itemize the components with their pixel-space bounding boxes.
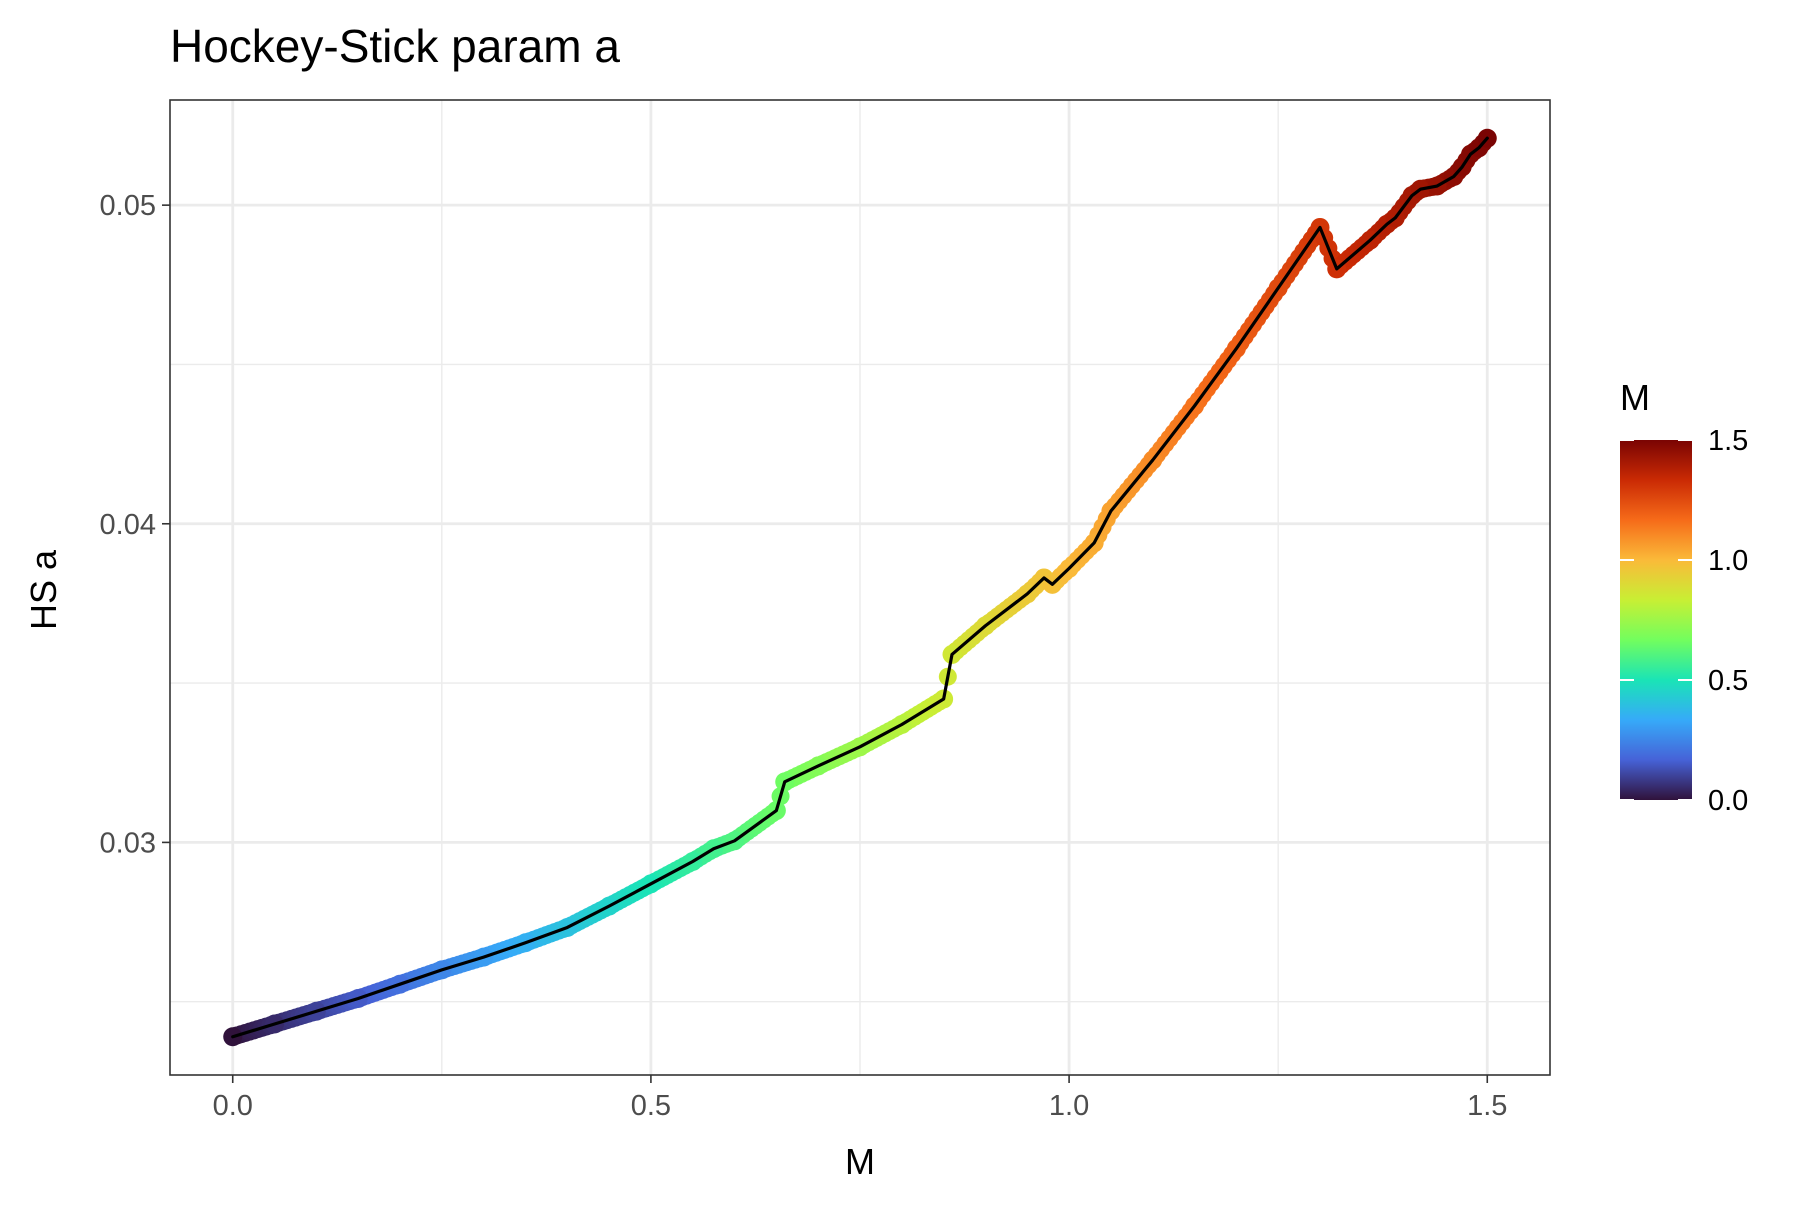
chart-title: Hockey-Stick param a [170,20,620,72]
y-axis-title: HS a [23,549,64,630]
color-legend: M 0.0 0.5 1.0 1.5 [1620,377,1748,817]
series-line [231,136,1489,1039]
legend-colorbar [1620,440,1692,800]
x-tick-label: 1.0 [1049,1090,1089,1122]
minor-gridlines [170,100,1550,1075]
legend-tick-label: 1.0 [1708,545,1748,577]
x-tick-label: 1.5 [1467,1090,1507,1122]
y-tick-label: 0.03 [100,827,156,859]
legend-ticks: 0.0 0.5 1.0 1.5 [1620,425,1748,817]
legend-tick-label: 1.5 [1708,425,1748,457]
data-line-layer [231,136,1489,1039]
x-axis-title: M [845,1141,875,1182]
legend-tick-label: 0.5 [1708,665,1748,697]
panel-border [169,99,1551,1076]
legend-title: M [1620,377,1650,418]
x-tick-label: 0.0 [213,1090,253,1122]
legend-tick-label: 0.0 [1708,785,1748,817]
y-tick-label: 0.04 [100,509,156,541]
y-tick-label: 0.05 [100,190,156,222]
x-axis: 0.0 0.5 1.0 1.5 [213,1075,1507,1122]
major-gridlines [170,100,1550,1075]
x-tick-label: 0.5 [631,1090,671,1122]
y-axis: 0.03 0.04 0.05 [100,190,170,859]
